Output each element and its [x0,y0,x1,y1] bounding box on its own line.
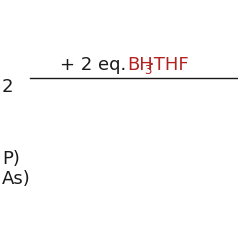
Text: P): P) [2,150,20,168]
Text: ·THF: ·THF [148,56,189,74]
Text: 3: 3 [144,64,151,77]
Text: + 2 eq.: + 2 eq. [60,56,132,74]
Text: As): As) [2,170,31,188]
Text: 2: 2 [2,78,14,96]
Text: BH: BH [127,56,153,74]
